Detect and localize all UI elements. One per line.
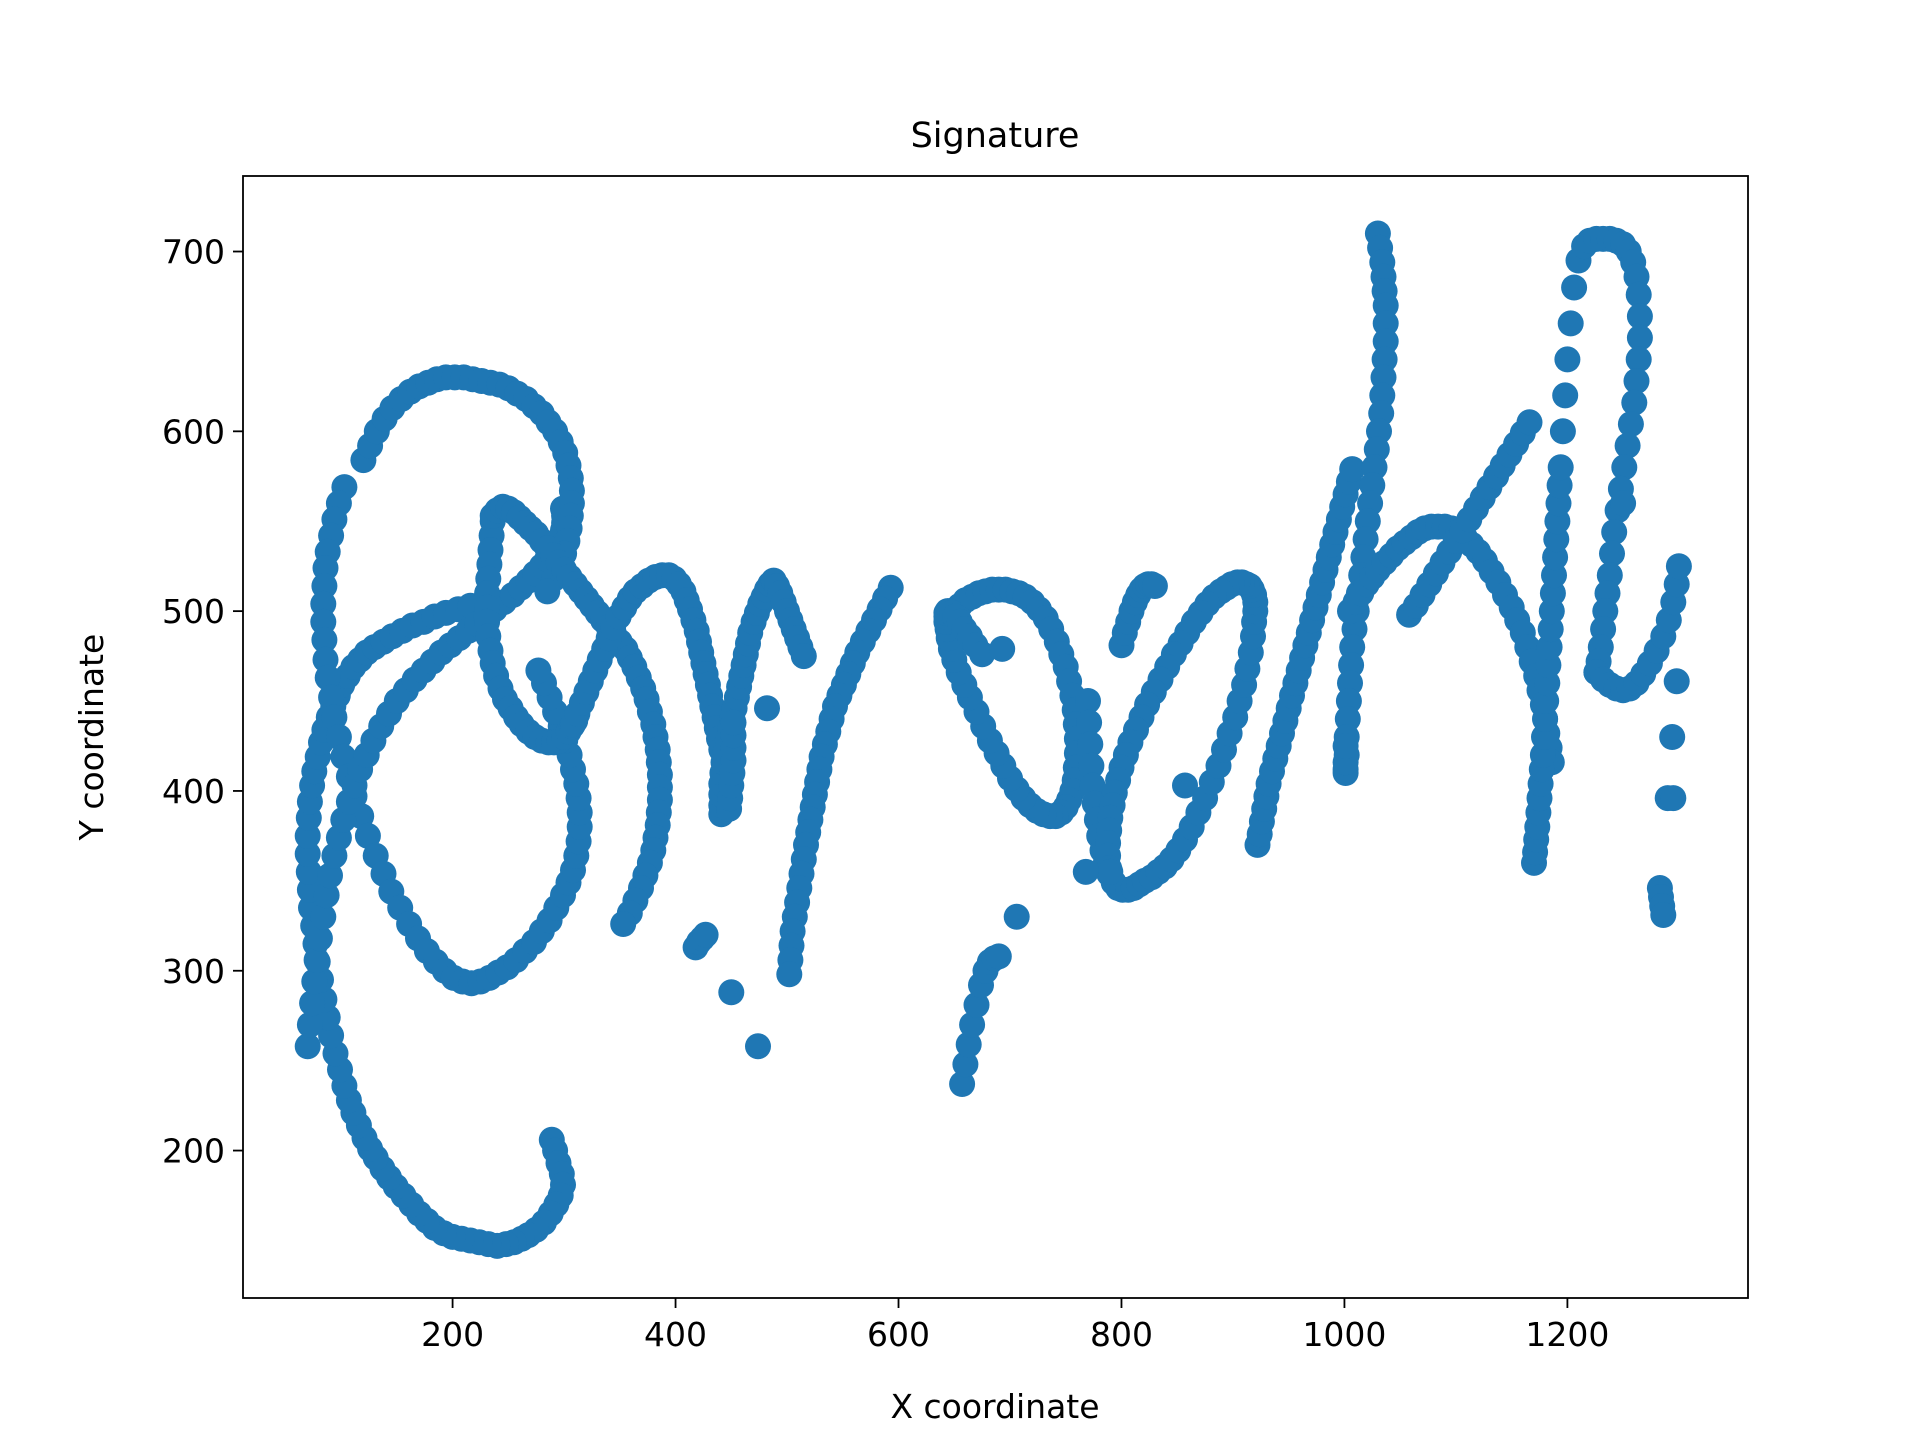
y-tick-label-500: 500 bbox=[162, 592, 225, 631]
data-point-373 bbox=[692, 921, 719, 948]
data-point-480 bbox=[1075, 688, 1101, 714]
data-point-773 bbox=[1003, 903, 1030, 930]
x-tick-label-600: 600 bbox=[867, 1315, 930, 1354]
x-tick-label-400: 400 bbox=[644, 1315, 707, 1354]
data-point-715 bbox=[1617, 411, 1644, 438]
data-point-776 bbox=[1072, 858, 1099, 885]
data-point-88 bbox=[321, 704, 348, 731]
x-tick-label-200: 200 bbox=[421, 1315, 484, 1354]
data-point-721 bbox=[1599, 540, 1625, 567]
data-point-772 bbox=[718, 979, 745, 1006]
data-point-696 bbox=[1557, 310, 1584, 337]
y-axis-ticks: 200 300 400 500 600 700 bbox=[162, 233, 243, 1171]
data-point-133 bbox=[525, 657, 552, 684]
data-point-142 bbox=[317, 862, 343, 889]
data-point-692 bbox=[1547, 454, 1574, 481]
data-point-141 bbox=[313, 882, 340, 909]
data-point-720 bbox=[1601, 519, 1628, 545]
data-point-137 bbox=[301, 968, 328, 995]
data-point-369 bbox=[720, 709, 747, 736]
data-point-697 bbox=[1561, 274, 1588, 301]
data-point-553 bbox=[1097, 858, 1124, 885]
data-point-695 bbox=[1554, 346, 1581, 373]
x-tick-label-1000: 1000 bbox=[1302, 1315, 1386, 1354]
data-point-139 bbox=[306, 925, 333, 952]
data-point-138 bbox=[303, 947, 330, 973]
chart-title: Signature bbox=[911, 116, 1080, 156]
data-point-713 bbox=[1623, 368, 1650, 394]
data-point-716 bbox=[1614, 432, 1641, 459]
y-tick-label-700: 700 bbox=[162, 233, 225, 272]
data-point-693 bbox=[1549, 418, 1576, 445]
data-point-482 bbox=[1077, 731, 1104, 758]
data-point-405 bbox=[776, 961, 803, 988]
data-point-84 bbox=[311, 626, 338, 653]
data-point-711 bbox=[1626, 324, 1653, 351]
data-point-135 bbox=[296, 1011, 323, 1038]
data-point-481 bbox=[1076, 709, 1103, 736]
data-point-601 bbox=[1372, 292, 1399, 319]
data-point-472 bbox=[955, 1031, 982, 1058]
data-point-762 bbox=[1516, 409, 1543, 436]
data-point-473 bbox=[959, 1011, 986, 1038]
data-point-564 bbox=[1141, 573, 1168, 599]
data-point-777 bbox=[1660, 785, 1687, 812]
data-point-771 bbox=[745, 1033, 771, 1060]
data-point-483 bbox=[1078, 752, 1105, 779]
data-point-134 bbox=[294, 1033, 321, 1060]
data-point-769 bbox=[1663, 668, 1690, 695]
data-point-86 bbox=[314, 664, 341, 691]
data-point-714 bbox=[1621, 389, 1648, 416]
data-point-469 bbox=[969, 641, 996, 668]
data-point-94 bbox=[354, 822, 381, 849]
data-point-778 bbox=[1610, 490, 1637, 517]
data-point-290 bbox=[610, 911, 637, 937]
data-point-770 bbox=[754, 695, 780, 722]
y-tick-label-600: 600 bbox=[162, 412, 225, 451]
data-points-layer bbox=[294, 220, 1692, 1259]
data-point-215 bbox=[534, 578, 561, 605]
data-point-766 bbox=[1650, 902, 1677, 928]
data-point-710 bbox=[1626, 303, 1653, 330]
data-point-361 bbox=[790, 643, 817, 670]
data-point-602 bbox=[1372, 310, 1399, 337]
data-point-630 bbox=[1332, 733, 1359, 759]
y-tick-label-300: 300 bbox=[162, 952, 225, 991]
data-point-768 bbox=[1659, 724, 1686, 750]
x-axis-label: X coordinate bbox=[890, 1387, 1099, 1426]
x-tick-label-1200: 1200 bbox=[1525, 1315, 1609, 1354]
data-point-82 bbox=[310, 590, 337, 617]
data-point-470 bbox=[949, 1071, 976, 1097]
data-point-712 bbox=[1625, 346, 1652, 373]
data-point-595 bbox=[1339, 456, 1366, 483]
data-point-136 bbox=[299, 990, 326, 1017]
data-point-474 bbox=[963, 991, 990, 1018]
data-point-89 bbox=[325, 724, 352, 750]
data-point-743 bbox=[1665, 553, 1692, 580]
data-point-87 bbox=[318, 684, 345, 711]
x-axis-ticks: 200 400 600 800 1000 1200 bbox=[421, 1298, 1609, 1354]
data-point-471 bbox=[952, 1051, 979, 1078]
data-point-717 bbox=[1611, 454, 1638, 481]
y-axis-label: Y coordinate bbox=[72, 634, 111, 842]
data-point-48 bbox=[294, 840, 321, 867]
y-tick-label-200: 200 bbox=[162, 1132, 225, 1171]
data-point-140 bbox=[310, 903, 337, 930]
data-point-774 bbox=[989, 635, 1016, 662]
data-point-694 bbox=[1552, 382, 1579, 409]
data-point-709 bbox=[1625, 281, 1652, 308]
data-point-775 bbox=[1172, 772, 1198, 799]
x-tick-label-800: 800 bbox=[1090, 1315, 1153, 1354]
y-tick-label-400: 400 bbox=[162, 772, 225, 811]
data-point-479 bbox=[985, 943, 1012, 970]
axes-frame bbox=[242, 175, 1749, 1299]
